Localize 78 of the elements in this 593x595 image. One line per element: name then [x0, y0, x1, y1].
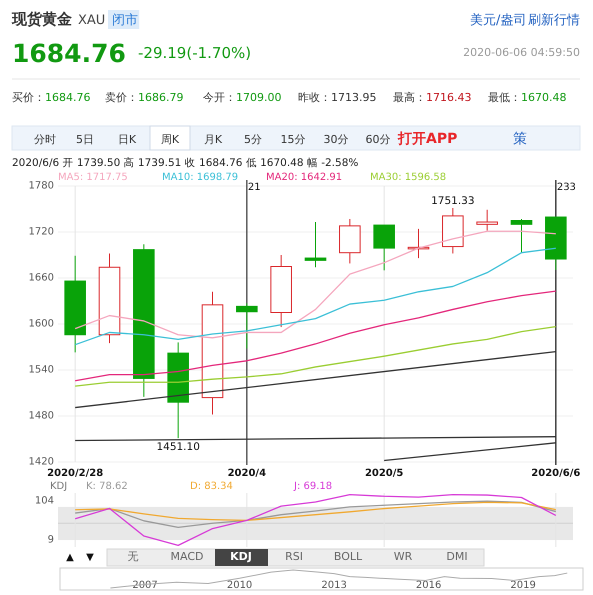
text: 买价：1684.76 — [12, 91, 90, 104]
x-tick-label: 2013 — [321, 580, 347, 591]
y-tick-label: 9 — [48, 534, 54, 546]
x-tick-label: 2020/6/6 — [531, 468, 580, 479]
text: DMI — [446, 550, 468, 563]
text: KDJ — [50, 481, 68, 492]
ref-line-label: 233 — [556, 182, 576, 193]
text: WR — [394, 550, 413, 563]
text: 闭市 — [112, 13, 138, 28]
text: 刷新行情 — [528, 13, 580, 28]
annotation: 1451.10 — [156, 441, 200, 454]
x-tick-label: 2020/2/28 — [47, 468, 104, 479]
text: 无 — [128, 550, 138, 563]
ref-line-label: 21 — [248, 182, 261, 193]
text: 分时 — [34, 133, 56, 146]
x-tick-label: 2020/4 — [228, 468, 266, 479]
text: 5分 — [244, 133, 262, 146]
candlestick — [442, 207, 464, 254]
line-series — [74, 230, 556, 338]
text: 日K — [118, 133, 137, 146]
x-tick-label: 2010 — [226, 580, 252, 591]
candlestick — [304, 222, 326, 268]
candlestick — [339, 218, 361, 264]
text: 策 — [513, 131, 527, 147]
chart-subtitle: 2020/6/6 开 1739.50 高 1739.51 收 1684.76 低 1670.48 幅 -2.58% — [12, 156, 358, 169]
text: KDJ — [230, 550, 252, 563]
text: 卖价：1686.79 — [105, 91, 184, 104]
candlestick — [98, 252, 120, 344]
text: MA10: 1698.79 — [162, 172, 238, 183]
line-series — [74, 494, 556, 546]
annotation: 1751.33 — [431, 194, 475, 207]
text: 今开：1709.00 — [203, 91, 282, 104]
line-series — [74, 500, 556, 528]
candlestick — [270, 254, 292, 328]
y-tick-label: 1600 — [28, 318, 54, 330]
y-tick-label: 1780 — [28, 180, 54, 192]
text: 1684.76 — [12, 39, 126, 68]
y-tick-label: 1480 — [28, 410, 54, 422]
text: 现货黄金 — [11, 10, 72, 28]
text: MA5: 1717.75 — [58, 172, 128, 183]
y-tick-label: 1660 — [28, 272, 54, 284]
text: MACD — [170, 550, 204, 563]
text: 最高：1716.43 — [393, 91, 472, 104]
y-tick-label: 1720 — [28, 226, 54, 238]
x-tick-label: 2019 — [510, 580, 536, 591]
candlestick — [202, 291, 224, 415]
series-label: K: 78.62 — [86, 481, 128, 492]
text: MA20: 1642.91 — [266, 172, 342, 183]
text: -29.19(-1.70%) — [138, 44, 252, 62]
line-series — [74, 326, 556, 387]
text: 60分 — [366, 133, 390, 146]
text: D: 83.34 — [190, 481, 233, 492]
text: 月K — [204, 133, 223, 146]
x-tick-label: 2020/5 — [364, 468, 404, 479]
line-series — [74, 248, 556, 346]
x-tick-label: 2016 — [416, 580, 442, 591]
text: BOLL — [334, 550, 363, 563]
text: XAU — [78, 13, 106, 28]
line-series — [74, 502, 556, 522]
text: RSI — [285, 550, 303, 563]
text: ▲ — [66, 552, 74, 563]
series-label: J: 69.18 — [293, 481, 332, 492]
y-tick-label: 104 — [34, 496, 54, 507]
text: 2020-06-06 04:59:50 — [463, 46, 580, 59]
text: 最低：1670.48 — [488, 91, 566, 104]
text: 15分 — [280, 133, 306, 146]
text: 打开APP — [397, 131, 458, 147]
text: 30分 — [324, 133, 348, 146]
text: 美元/盎司 — [470, 12, 526, 28]
y-tick-label: 1420 — [28, 456, 54, 468]
candlestick — [167, 342, 189, 439]
line-series — [74, 290, 556, 382]
text: ▼ — [86, 552, 94, 563]
text: 昨收：1713.95 — [298, 91, 376, 104]
text: 周K — [160, 133, 180, 146]
y-tick-label: 1540 — [28, 364, 54, 376]
text: 5日 — [76, 133, 94, 146]
text: MA30: 1596.58 — [370, 172, 446, 183]
